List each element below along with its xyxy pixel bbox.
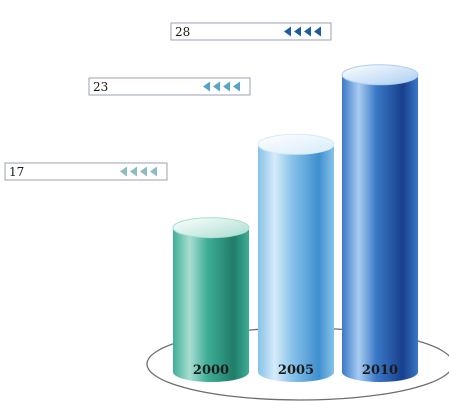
arrow-icon xyxy=(314,26,321,37)
x-tick-label: 2005 xyxy=(278,363,314,378)
arrow-icon xyxy=(233,81,240,92)
data-value-label: 28 xyxy=(175,25,190,39)
bar-2000: 2000 xyxy=(172,217,250,382)
arrow-icon xyxy=(203,81,210,92)
data-value-label: 23 xyxy=(93,80,108,94)
arrow-icon xyxy=(130,166,137,177)
bar-body-2000 xyxy=(173,227,249,382)
bar-body-2005 xyxy=(258,144,334,382)
bar-2010: 2010 xyxy=(341,64,419,383)
arrow-icon xyxy=(294,26,301,37)
arrow-icon xyxy=(150,166,157,177)
arrow-icon xyxy=(223,81,230,92)
bar-cap-2000 xyxy=(172,217,250,239)
arrow-icon xyxy=(284,26,291,37)
value-label-2010: 28 xyxy=(170,22,332,41)
arrow-icon xyxy=(120,166,127,177)
x-tick-label: 2000 xyxy=(193,363,229,378)
bar-cap-2005 xyxy=(257,133,335,155)
x-tick-label: 2010 xyxy=(362,363,398,378)
data-value-label: 17 xyxy=(9,165,24,179)
bar-2005: 2005 xyxy=(257,133,335,382)
bar-body-2010 xyxy=(342,74,418,383)
value-label-2000: 17 xyxy=(4,162,168,181)
value-label-2005: 23 xyxy=(88,77,251,96)
bars-layer: 2000 2005 2010 xyxy=(172,64,419,383)
bar-cap-2010 xyxy=(341,64,419,86)
arrow-icon xyxy=(213,81,220,92)
arrow-icon xyxy=(304,26,311,37)
arrow-icon xyxy=(140,166,147,177)
value-labels-layer: 17 23 28 xyxy=(4,22,332,181)
